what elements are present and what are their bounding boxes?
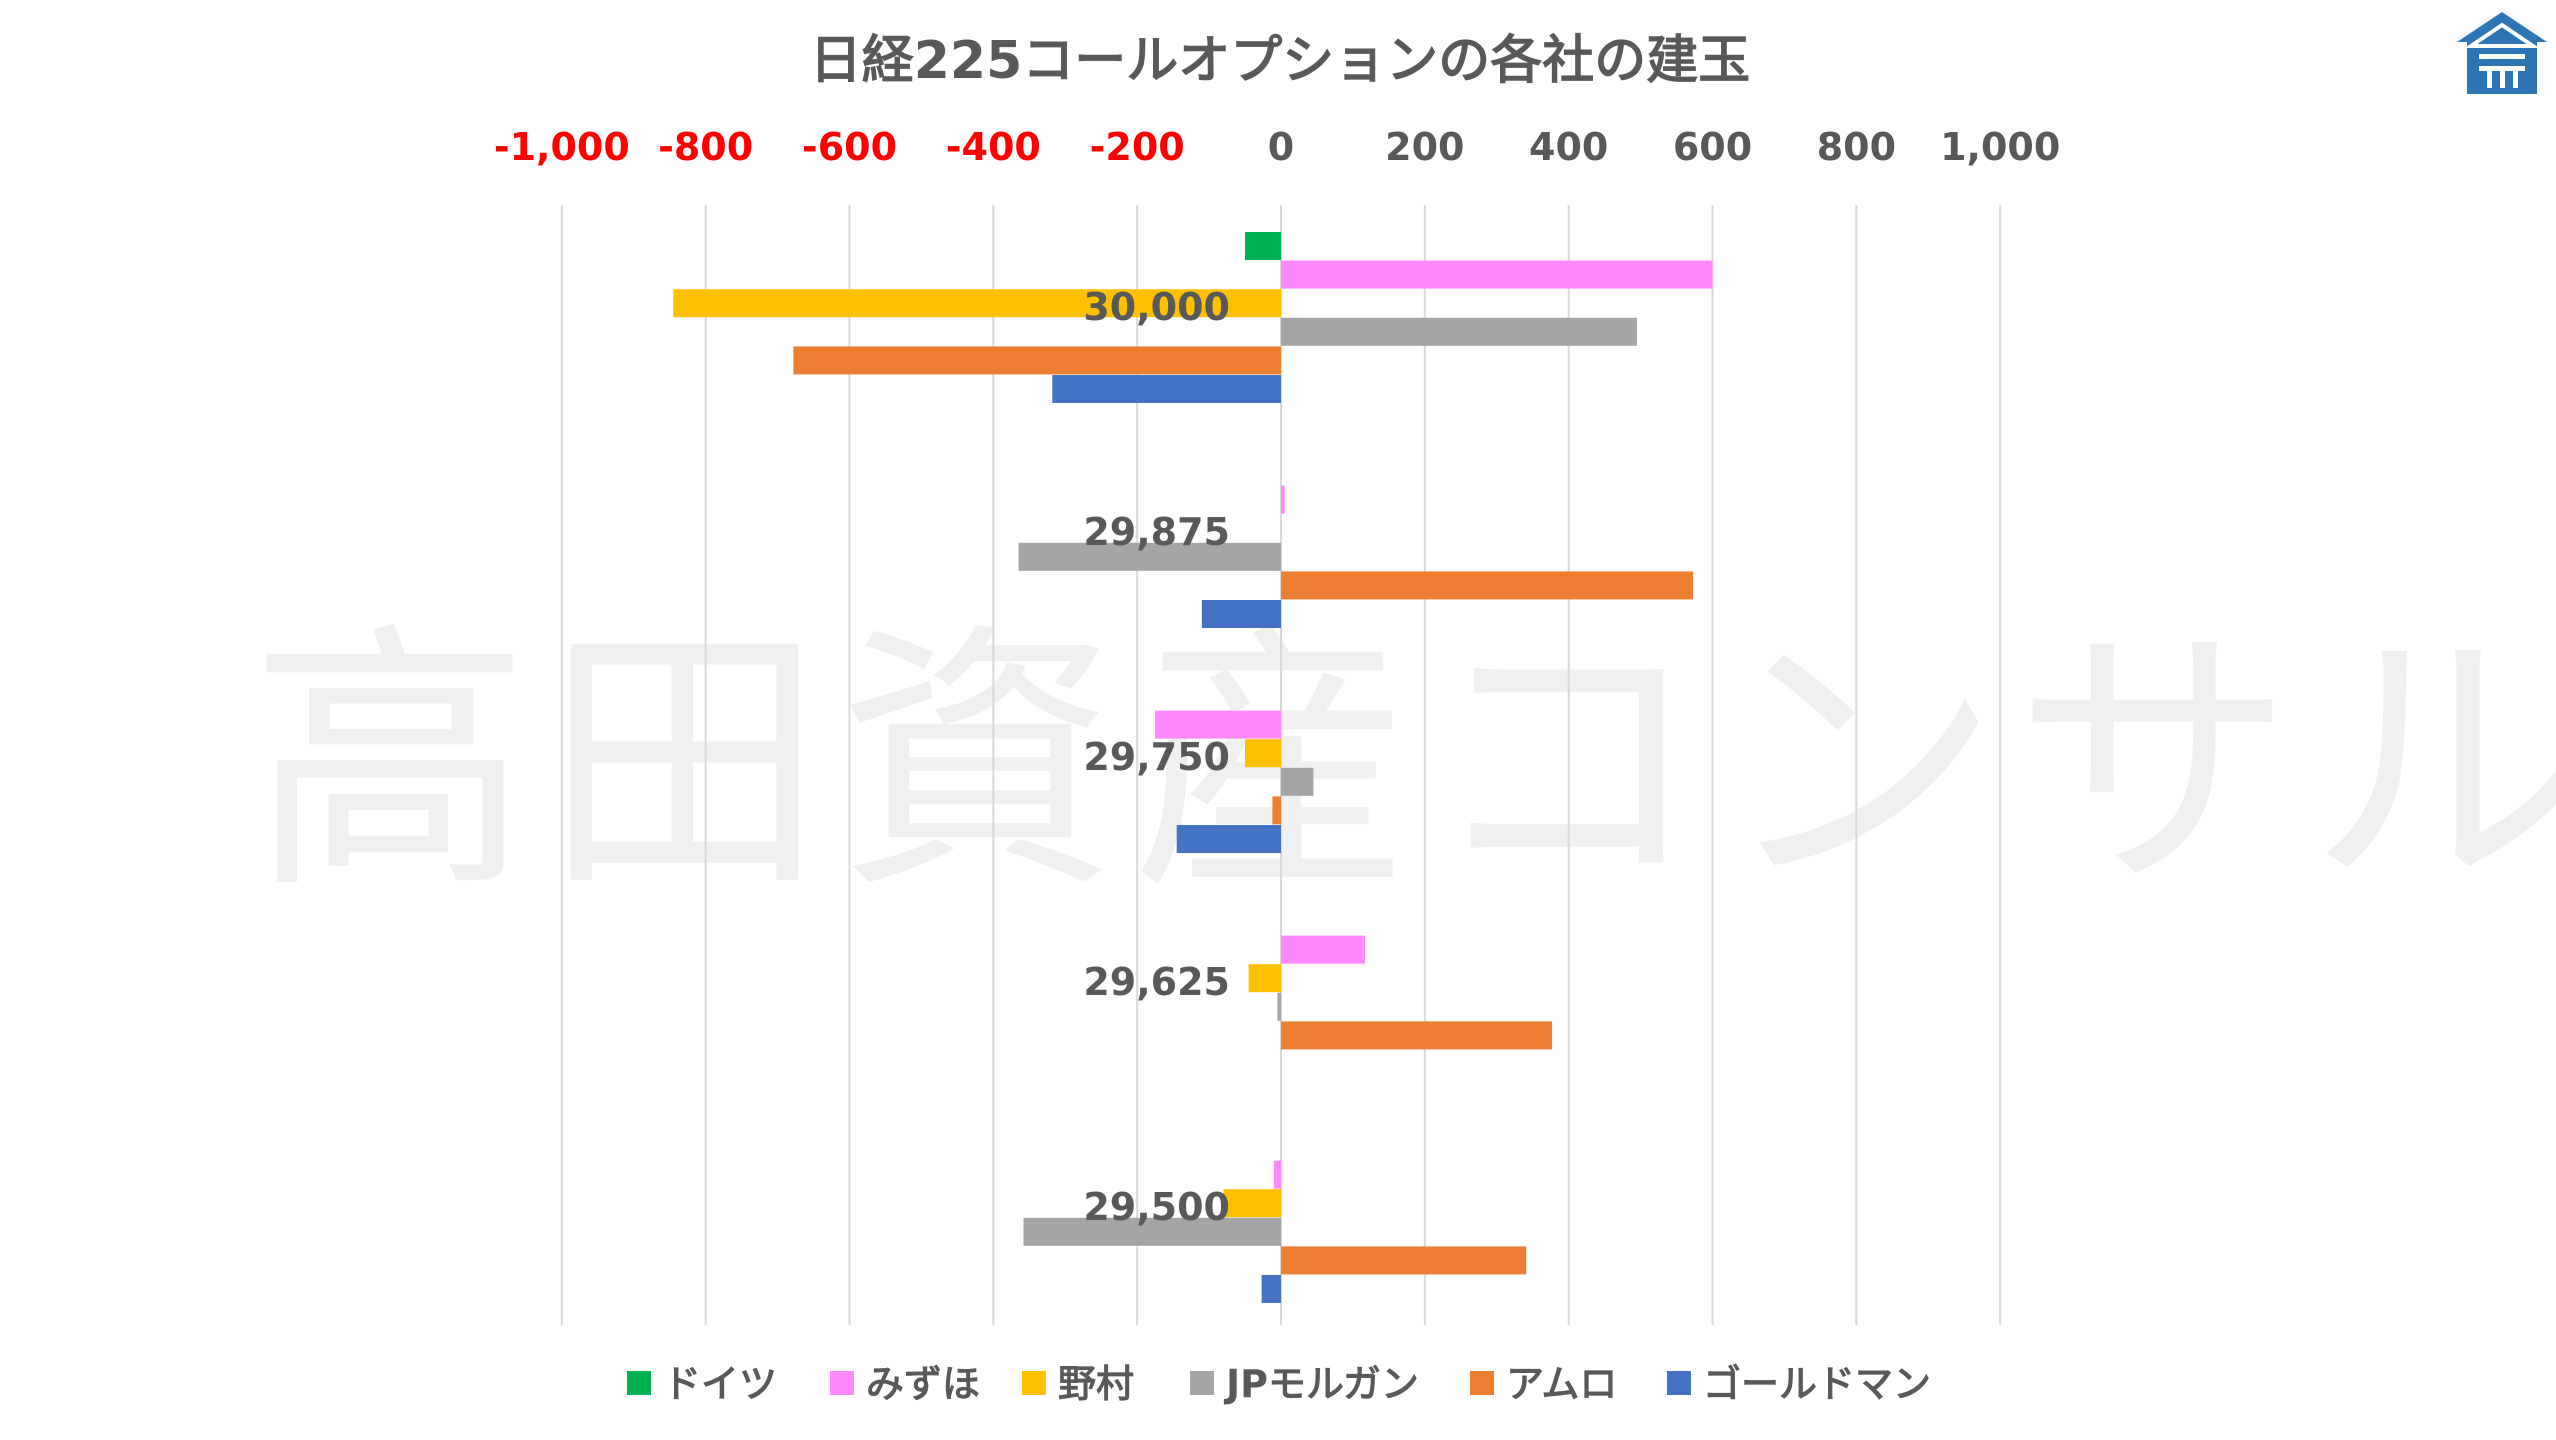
legend-swatch: [627, 1371, 651, 1395]
category-label: 29,875: [1083, 510, 1230, 554]
x-tick-label: -400: [946, 125, 1041, 169]
category-label: 29,750: [1083, 735, 1230, 779]
bar-2-cat-2: [1281, 485, 1285, 514]
bar-2-cat-5: [1273, 1160, 1281, 1189]
chart-title: 日経225コールオプションの各社の建玉: [810, 31, 1751, 91]
legend-label: アムロ: [1506, 1362, 1617, 1406]
bar-6-cat-2: [1201, 600, 1281, 628]
legend: ドイツ みずほ 野村 JPモルガン アムロ ゴールドマン: [627, 1362, 1931, 1406]
legend-label: ゴールドマン: [1703, 1362, 1931, 1406]
bar-5-cat-3: [1272, 796, 1281, 825]
legend-label: みずほ: [866, 1362, 980, 1406]
bars-layer: [673, 232, 1713, 1303]
x-tick-label: -600: [802, 125, 897, 169]
x-axis-ticks: -1,000 -800 -600 -400 -200 0 200 400 600 800 1,000: [494, 125, 2060, 169]
legend-swatch: [1667, 1371, 1691, 1395]
x-tick-label: -800: [658, 125, 753, 169]
bar-2-cat-4: [1281, 935, 1366, 964]
x-tick-label: 200: [1385, 125, 1464, 169]
x-tick-label: 1,000: [1940, 125, 2060, 169]
bar-6-cat-3: [1176, 825, 1281, 853]
bar-2-cat-1: [1281, 260, 1713, 289]
x-tick-label: 0: [1268, 125, 1294, 169]
x-tick-label: -1,000: [494, 125, 630, 169]
watermark-text: 高田資産コンサル: [250, 601, 2556, 927]
bar-5-cat-2: [1281, 571, 1694, 600]
bar-6-cat-1: [1052, 375, 1281, 403]
bar-4-cat-5: [1023, 1217, 1281, 1246]
legend-swatch: [1190, 1371, 1214, 1395]
bar-5-cat-5: [1281, 1246, 1527, 1275]
bar-4-cat-3: [1281, 767, 1314, 796]
bar-4-cat-4: [1277, 992, 1281, 1021]
category-label: 29,625: [1083, 960, 1230, 1004]
bar-4-cat-2: [1018, 542, 1281, 571]
x-tick-label: 600: [1673, 125, 1752, 169]
legend-swatch: [1470, 1371, 1494, 1395]
category-label: 29,500: [1083, 1185, 1230, 1229]
legend-label: 野村: [1058, 1362, 1134, 1406]
bar-5-cat-1: [793, 346, 1281, 375]
watermark-layer: 高田資産コンサル: [250, 601, 2556, 927]
bar-4-cat-1: [1281, 317, 1637, 346]
x-tick-label: 400: [1529, 125, 1608, 169]
x-tick-label: -200: [1090, 125, 1185, 169]
bar-2-cat-3: [1155, 710, 1281, 739]
category-label: 30,000: [1083, 285, 1230, 329]
legend-label: JPモルガン: [1223, 1362, 1419, 1406]
legend-swatch: [1022, 1371, 1046, 1395]
category-labels: 30,000 29,875 29,750 29,625 29,500: [1083, 285, 1230, 1229]
bar-3-cat-5: [1223, 1189, 1281, 1218]
legend-label: ドイツ: [663, 1362, 777, 1406]
legend-swatch: [830, 1371, 854, 1395]
bar-6-cat-5: [1261, 1275, 1281, 1303]
bar-3-cat-1: [673, 289, 1281, 318]
company-roof-logo-icon: [2457, 12, 2547, 94]
x-tick-label: 800: [1817, 125, 1896, 169]
bar-3-cat-4: [1248, 964, 1281, 993]
bar-5-cat-4: [1281, 1021, 1553, 1050]
bar-3-cat-3: [1245, 739, 1281, 768]
bar-1-cat-1: [1245, 232, 1281, 260]
